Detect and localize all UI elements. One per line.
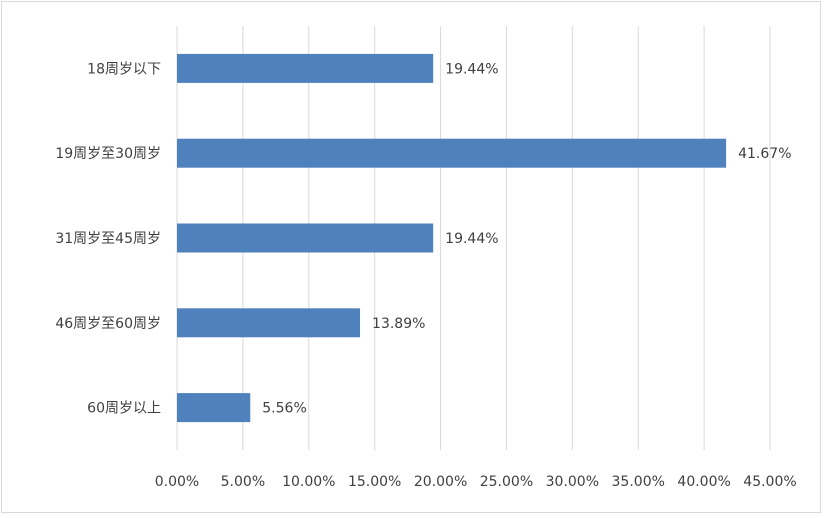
bar [177,308,361,338]
data-label: 41.67% [738,146,791,162]
bar [177,138,727,168]
data-label: 19.44% [445,231,498,247]
category-labels: 18周岁以下 19周岁至30周岁 31周岁至45周岁 46周岁至60周岁 60周岁以上 [55,61,161,416]
data-label: 19.44% [445,61,498,77]
gridlines [176,26,771,450]
data-label: 5.56% [262,401,306,417]
x-axis-ticks: 0.00% 5.00% 10.00% 15.00% 20.00% 25.00% 30.00%… [155,474,797,490]
x-tick-label: 20.00% [414,474,467,490]
bar [177,223,434,253]
x-tick-label: 35.00% [612,474,665,490]
x-tick-label: 45.00% [743,474,796,490]
bar [177,393,251,423]
data-label: 13.89% [372,316,425,332]
x-tick-label: 25.00% [480,474,533,490]
data-labels: 19.44% 41.67% 19.44% 13.89% 5.56% [262,61,791,416]
category-label: 31周岁至45周岁 [55,231,161,247]
x-tick-label: 40.00% [677,474,730,490]
x-tick-label: 15.00% [348,474,401,490]
x-tick-label: 5.00% [221,474,265,490]
category-label: 46周岁至60周岁 [55,316,161,332]
category-label: 60周岁以上 [87,401,161,417]
category-label: 19周岁至30周岁 [55,146,161,162]
x-tick-label: 0.00% [155,474,199,490]
bar [177,53,434,83]
bars [177,53,727,423]
x-tick-label: 30.00% [546,474,599,490]
x-tick-label: 10.00% [282,474,335,490]
category-label: 18周岁以下 [87,61,161,77]
